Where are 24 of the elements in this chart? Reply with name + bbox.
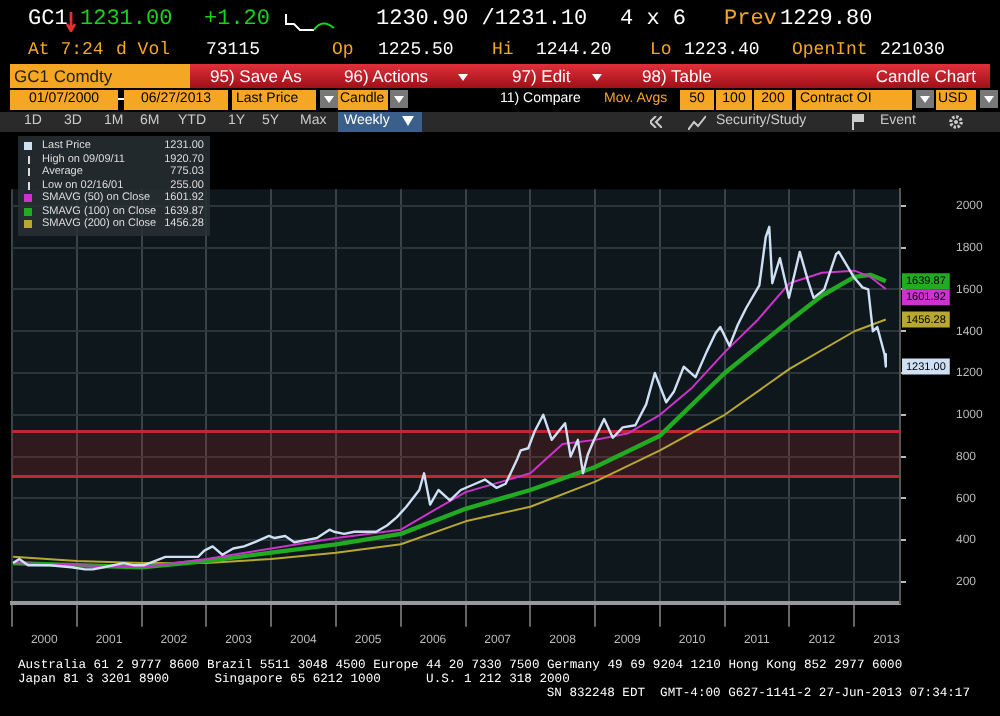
text: Lo [650, 40, 672, 60]
text: d Vol [116, 40, 171, 60]
text: 95) Save As [210, 66, 302, 86]
text: Hi [492, 40, 514, 60]
text: Candle Chart [875, 66, 976, 86]
text: 1231.00 [80, 8, 173, 32]
text: 1223.40 [684, 40, 760, 60]
text: 1225.50 [378, 40, 454, 60]
text: 221030 [880, 40, 945, 60]
text: Prev [724, 8, 777, 32]
text: 1230.90 /1231.10 [376, 8, 588, 32]
text: 4 x 6 [620, 8, 687, 32]
text: 1229.80 [780, 8, 873, 32]
text: GC1 Comdty [10, 64, 190, 88]
text: +1.20 [204, 8, 271, 32]
text: At 7:24 [28, 40, 104, 60]
text: GC1 [28, 8, 68, 32]
text: 98) Table [642, 66, 712, 86]
text: 73115 [206, 40, 261, 60]
text: OpenInt [792, 40, 868, 60]
text: Op [332, 40, 354, 60]
text: 97) Edit [512, 66, 571, 86]
text: 1244.20 [536, 40, 612, 60]
text: 96) Actions [344, 66, 429, 86]
